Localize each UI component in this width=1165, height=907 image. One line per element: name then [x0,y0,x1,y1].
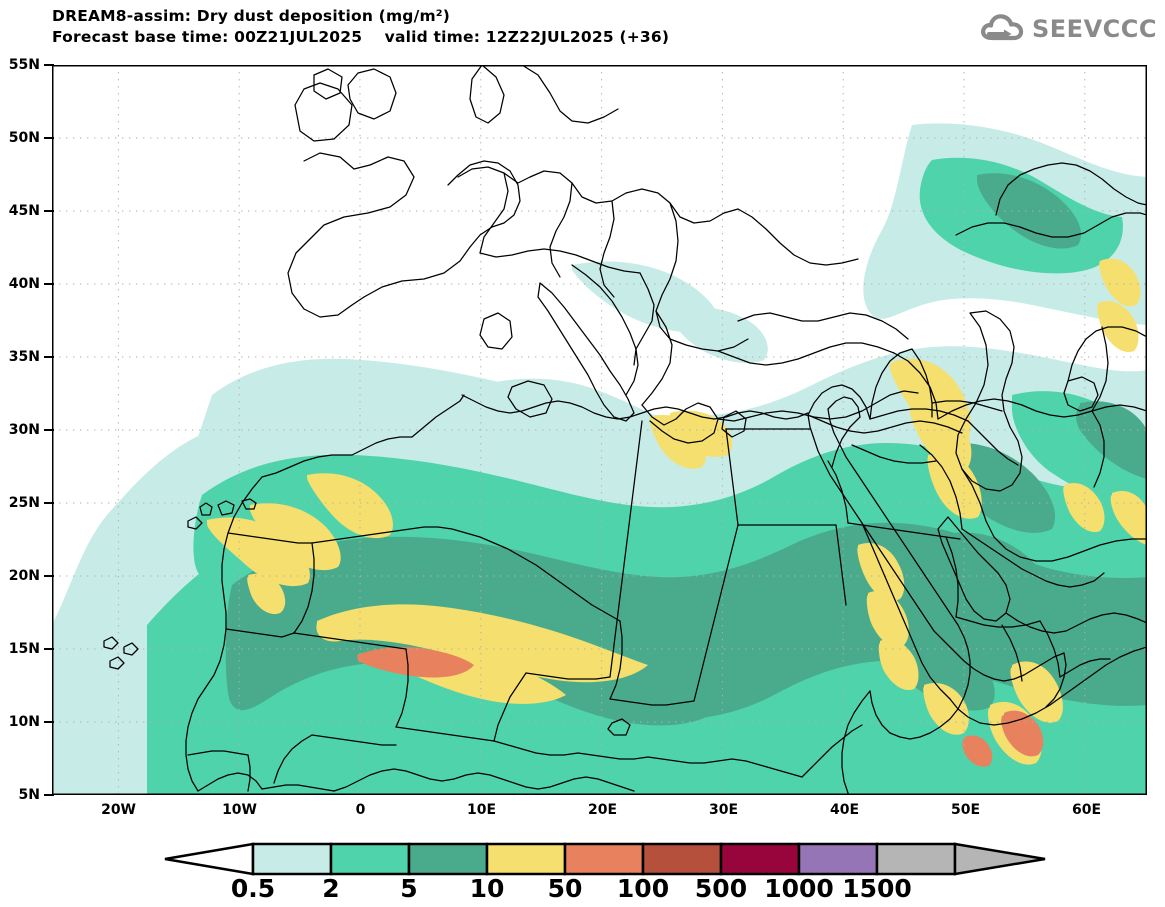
colorbar-over-arrow [953,842,1046,876]
map-plot-area [44,64,1147,796]
y-tick-label: 50N [8,130,40,146]
colorbar-swatch [563,842,645,876]
x-tick-label: 20E [587,802,618,818]
y-tick-label: 25N [8,495,40,511]
x-tick-label: 10E [466,802,497,818]
coastlines-and-borders [103,65,1147,794]
seevccc-logo: SEEVCCC [980,8,1157,50]
y-tick-label: 30N [8,422,40,438]
colorbar: 0.5 2 5 10 50 100 500 1000 1500 [0,838,1165,907]
dust-deposition-map [52,65,1147,795]
x-tick-label: 40E [829,802,860,818]
colorbar-tick-label: 5 [400,874,418,903]
colorbar-swatch [485,842,567,876]
colorbar-under-arrow [164,842,255,876]
x-tick-label: 50E [950,802,981,818]
map-gridlines [52,65,1147,795]
y-tick-label: 5N [18,787,40,803]
colorbar-swatch [797,842,879,876]
colorbar-swatch [875,842,957,876]
colorbar-swatch [719,842,801,876]
y-tick-label: 10N [8,714,40,730]
y-tick-label: 15N [8,641,40,657]
map-title-line2: Forecast base time: 00Z21JUL2025 valid t… [52,28,670,46]
colorbar-tick-label: 1000 [764,874,834,903]
y-tick-label: 20N [8,568,40,584]
y-tick-label: 55N [8,57,40,73]
cloud-wind-icon [981,14,1024,41]
colorbar-tick-label: 0.5 [230,874,276,903]
colorbar-tick-label: 1500 [842,874,912,903]
colorbar-swatch [641,842,723,876]
y-tick-label: 45N [8,203,40,219]
x-tick-label: 0 [355,802,366,818]
colorbar-swatch [251,842,333,876]
y-tick-label: 35N [8,349,40,365]
colorbar-tick-label: 10 [469,874,505,903]
colorbar-tick-label: 2 [322,874,340,903]
map-header: DREAM8-assim: Dry dust deposition (mg/m²… [52,6,1012,48]
x-tick-label: 60E [1071,802,1102,818]
colorbar-tick-label: 100 [616,874,670,903]
colorbar-swatches [164,842,1046,876]
x-tick-label: 30E [708,802,739,818]
dust-field [52,123,1147,795]
colorbar-swatch [329,842,411,876]
colorbar-tick-label: 500 [694,874,748,903]
colorbar-swatch [407,842,489,876]
map-title-line1: DREAM8-assim: Dry dust deposition (mg/m²… [52,7,451,25]
y-tick-label: 40N [8,276,40,292]
colorbar-tick-label: 50 [547,874,583,903]
x-tick-label: 20W [101,802,137,818]
seevccc-logo-text: SEEVCCC [1032,15,1157,43]
x-tick-label: 10W [222,802,257,818]
